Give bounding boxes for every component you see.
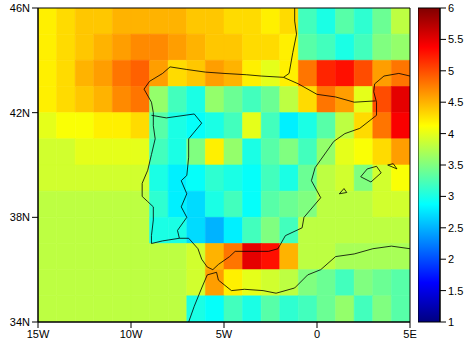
svg-text:15W: 15W: [27, 328, 50, 340]
svg-text:1.5: 1.5: [448, 285, 463, 297]
svg-text:2: 2: [448, 253, 454, 265]
svg-text:46N: 46N: [10, 2, 30, 14]
svg-text:5: 5: [448, 65, 454, 77]
svg-text:3: 3: [448, 190, 454, 202]
svg-text:1: 1: [448, 316, 454, 328]
svg-text:34N: 34N: [10, 316, 30, 328]
svg-text:38N: 38N: [10, 211, 30, 223]
svg-text:5W: 5W: [216, 328, 233, 340]
svg-text:5E: 5E: [403, 328, 416, 340]
svg-text:3.5: 3.5: [448, 159, 463, 171]
svg-text:0: 0: [314, 328, 320, 340]
svg-text:2.5: 2.5: [448, 222, 463, 234]
svg-text:5.5: 5.5: [448, 33, 463, 45]
svg-text:4: 4: [448, 128, 454, 140]
svg-text:4.5: 4.5: [448, 96, 463, 108]
svg-text:42N: 42N: [10, 107, 30, 119]
svg-text:6: 6: [448, 2, 454, 14]
svg-text:10W: 10W: [120, 328, 143, 340]
